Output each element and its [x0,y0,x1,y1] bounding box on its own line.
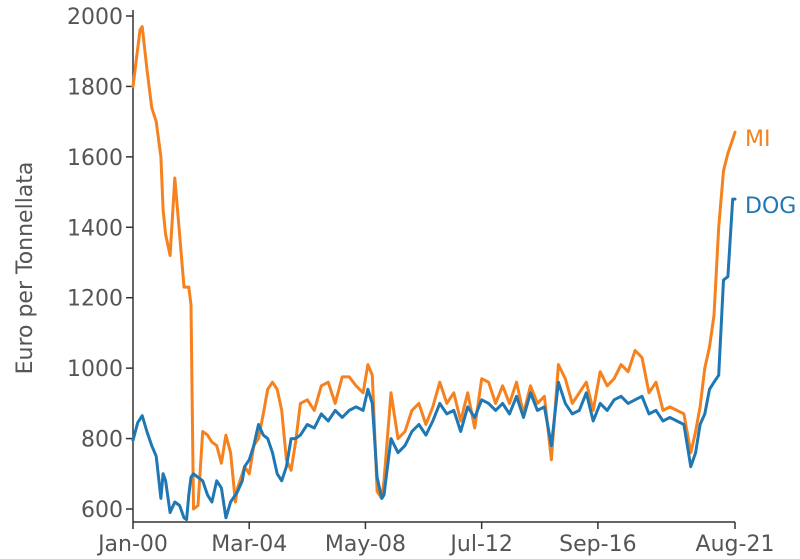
x-tick-label: May-08 [325,532,406,557]
series-line-dog [131,197,737,522]
series-lines [131,25,737,522]
x-tick-label: Sep-16 [559,532,636,557]
y-axis-title: Euro per Tonnellata [13,162,38,375]
series-line-mi [131,25,737,511]
y-tick-label: 1800 [67,75,123,100]
x-tick-label: Aug-21 [696,532,775,557]
x-tick-label: Mar-04 [211,532,287,557]
y-ticks: 600 800 1000 1200 1400 1600 1800 2000 [67,5,133,523]
y-tick-label: 600 [81,498,123,523]
y-tick-label: 2000 [67,5,123,30]
y-tick-label: 1000 [67,357,123,382]
series-labels: MI DOG [745,127,796,219]
y-tick-label: 1600 [67,146,123,171]
x-tick-label: Jan-00 [96,532,168,557]
x-tick-label: Jul-12 [448,532,512,557]
series-label-dog: DOG [745,194,796,219]
y-tick-label: 800 [81,428,123,453]
series-label-mi: MI [745,127,770,152]
x-ticks: Jan-00 Mar-04 May-08 Jul-12 Sep-16 Aug-21 [96,522,774,557]
y-tick-label: 1200 [67,287,123,312]
y-tick-label: 1400 [67,216,123,241]
